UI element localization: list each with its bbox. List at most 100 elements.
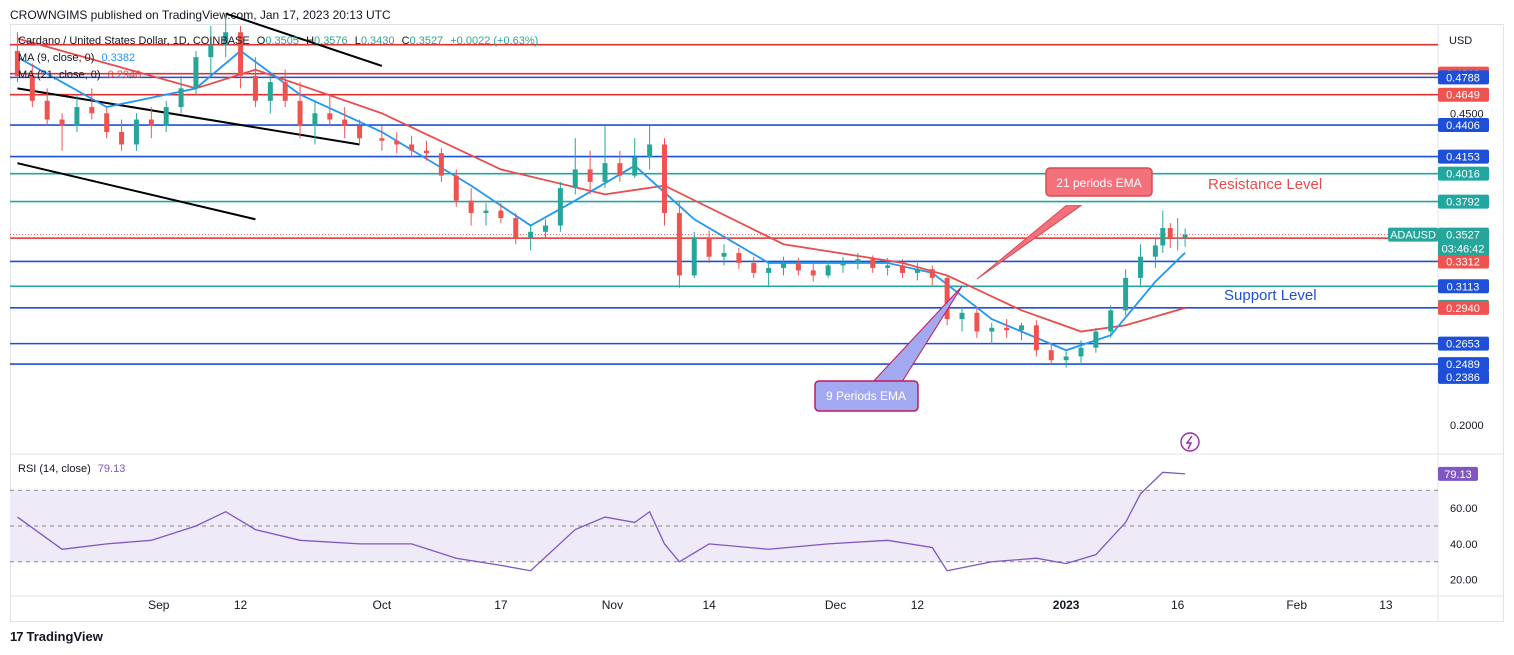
support-label: Support Level (1224, 287, 1317, 304)
candle-body (1063, 356, 1069, 361)
candle-body (885, 265, 891, 268)
currency-label: USD (1449, 35, 1472, 47)
time-tick: Feb (1286, 598, 1307, 612)
candle-body (662, 144, 667, 214)
tradingview-footer[interactable]: 17 TradingView (10, 629, 103, 644)
symbol-legend: Cardano / United States Dollar, 1D, COIN… (18, 35, 538, 47)
time-tick: 14 (702, 598, 716, 612)
candle-body (513, 218, 519, 238)
price-tag-text: 0.4153 (1446, 152, 1480, 164)
trend-channel-line (17, 162, 256, 221)
candle-body (543, 225, 548, 232)
time-tick: 12 (911, 598, 925, 612)
candle-body (1123, 277, 1129, 311)
candle-body (44, 100, 50, 120)
ema21-callout-box (1045, 167, 1153, 197)
candle-body (929, 269, 935, 278)
candle-body (632, 156, 638, 176)
ma21-value: 0.2940 (107, 69, 142, 81)
rsi-legend[interactable]: RSI (14, close) 79.13 (18, 463, 125, 475)
candle-body (312, 113, 318, 126)
candle-body (1175, 237, 1181, 239)
symbol-tag-text: ADAUSD (1390, 230, 1436, 242)
candle-body (379, 138, 385, 141)
candle-body (453, 175, 459, 201)
candle-body (119, 132, 125, 145)
alert-clock-icon (1180, 432, 1200, 452)
time-tick: Dec (825, 598, 846, 612)
close-label: C (401, 35, 410, 47)
rsi-value-tag-text: 79.13 (1444, 469, 1472, 481)
price-tag-text: 0.4649 (1446, 90, 1480, 102)
candle-body (498, 210, 504, 219)
price-tick: 0.2000 (1450, 420, 1484, 432)
price-tag (1438, 369, 1489, 384)
chart-frame[interactable] (10, 24, 1504, 622)
price-tick: 0.4500 (1450, 108, 1484, 120)
price-tag-text: 0.2940 (1446, 303, 1480, 315)
symbol-tag (1388, 227, 1438, 242)
candle-body (751, 262, 757, 273)
ema21-callout-text: 21 periods EMA (1056, 176, 1141, 190)
candle-body (900, 265, 905, 273)
candle-body (855, 259, 861, 263)
ma21-legend[interactable]: MA (21, close, 0) 0.2940 (18, 69, 141, 81)
alert-bolt-icon (1185, 435, 1193, 450)
price-tag (1438, 254, 1489, 269)
close-value: 0.3527 (409, 35, 444, 47)
price-tag (1438, 149, 1489, 164)
price-tag (1438, 70, 1489, 85)
ema9-callout-text: 9 Periods EMA (826, 389, 906, 403)
last-price-tag (1438, 227, 1489, 256)
ma9-value: 0.3382 (101, 52, 136, 64)
rsi-line (17, 471, 1186, 572)
tradingview-logo-icon: 17 (10, 629, 24, 644)
candle-body (840, 262, 846, 266)
time-tick: Nov (602, 598, 623, 612)
candle-body (267, 82, 273, 101)
candle-body (193, 57, 199, 89)
candle-body (394, 140, 400, 145)
candle-body (1160, 228, 1166, 246)
open-value: 0.3505 (265, 35, 299, 47)
candle-body (424, 150, 429, 154)
ma9-legend[interactable]: MA (9, close, 0) 0.3382 (18, 52, 135, 64)
rsi-tick: 60.00 (1450, 503, 1478, 515)
last-price-text: 0.3527 (1446, 230, 1480, 242)
footer-brand: TradingView (26, 629, 103, 644)
candle-body (795, 262, 801, 271)
candle-body (528, 231, 534, 238)
candle-body (1004, 327, 1010, 331)
price-tag (1438, 357, 1489, 372)
candle-body (1152, 245, 1158, 257)
symbol-title: Cardano / United States Dollar, 1D, COIN… (18, 35, 250, 47)
price-tag-text: 0.3113 (1447, 281, 1480, 293)
candle-body (1019, 325, 1024, 331)
candle-body (14, 50, 20, 76)
candle-body (208, 44, 214, 58)
candle-body (1033, 325, 1039, 351)
rsi-label: RSI (14, close) (18, 463, 91, 475)
candle-body (557, 188, 563, 226)
countdown-text: 03:46:42 (1442, 244, 1485, 256)
price-tag-text: 0.3312 (1446, 256, 1480, 268)
candle-body (178, 88, 184, 108)
candle-body (223, 32, 229, 45)
candle-body (238, 32, 244, 76)
price-tag-text: 0.4406 (1446, 120, 1480, 132)
candle-body (617, 163, 623, 176)
candle-body (691, 238, 697, 276)
candle-body (1108, 310, 1114, 332)
time-tick: 2023 (1053, 598, 1080, 612)
low-value: 0.3430 (360, 35, 395, 47)
candle-body (706, 238, 712, 257)
price-tag (1438, 336, 1489, 351)
ema9-callout-box (814, 380, 919, 412)
high-label: H (306, 35, 315, 47)
time-tick: Oct (373, 598, 392, 612)
candle-body (74, 107, 80, 126)
price-tag-text: 0.4016 (1446, 169, 1480, 181)
rsi-value: 79.13 (97, 463, 126, 475)
resistance-label: Resistance Level (1208, 176, 1322, 193)
